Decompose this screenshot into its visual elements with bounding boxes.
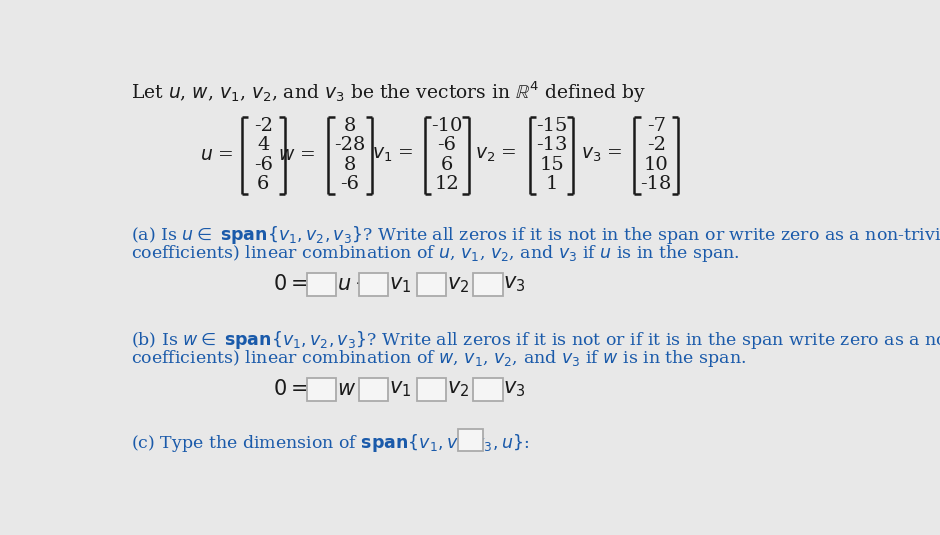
Text: $v_1$ =: $v_1$ = <box>372 146 414 164</box>
Text: 4: 4 <box>257 136 270 155</box>
FancyBboxPatch shape <box>458 429 482 451</box>
Text: $u$ =: $u$ = <box>200 146 234 164</box>
Text: 1: 1 <box>545 175 557 193</box>
Text: -10: -10 <box>431 117 462 135</box>
Text: -6: -6 <box>340 175 359 193</box>
FancyBboxPatch shape <box>306 378 337 401</box>
Text: $v_2+$: $v_2+$ <box>446 274 491 295</box>
Text: 8: 8 <box>344 117 356 135</box>
Text: 8: 8 <box>344 156 356 174</box>
FancyBboxPatch shape <box>416 273 446 296</box>
Text: (c) Type the dimension of $\mathbf{span}\{v_1, v_2, v_3, u\}$:: (c) Type the dimension of $\mathbf{span}… <box>132 432 529 454</box>
Text: -6: -6 <box>437 136 457 155</box>
Text: (a) Is $u \in$ $\mathbf{span}\{v_1, v_2, v_3\}$? Write all zeros if it is not in: (a) Is $u \in$ $\mathbf{span}\{v_1, v_2,… <box>132 224 940 246</box>
Text: 15: 15 <box>540 156 564 174</box>
Text: -2: -2 <box>647 136 666 155</box>
Text: 10: 10 <box>644 156 668 174</box>
Text: $v_3$: $v_3$ <box>504 379 525 399</box>
Text: -28: -28 <box>335 136 366 155</box>
FancyBboxPatch shape <box>416 378 446 401</box>
Text: (b) Is $w \in$ $\mathbf{span}\{v_1, v_2, v_3\}$? Write all zeros if it is not or: (b) Is $w \in$ $\mathbf{span}\{v_1, v_2,… <box>132 329 940 351</box>
Text: -15: -15 <box>536 117 567 135</box>
Text: $v_2+$: $v_2+$ <box>446 379 491 400</box>
Text: 12: 12 <box>434 175 460 193</box>
FancyBboxPatch shape <box>306 273 337 296</box>
Text: $v_2$ =: $v_2$ = <box>475 146 517 164</box>
Text: $v_3$: $v_3$ <box>504 274 525 294</box>
FancyBboxPatch shape <box>473 378 503 401</box>
Text: $v_1+$: $v_1+$ <box>389 379 432 400</box>
Text: coefficients) linear combination of $w$, $v_1$, $v_2$, and $v_3$ if $w$ is in th: coefficients) linear combination of $w$,… <box>132 348 746 369</box>
FancyBboxPatch shape <box>358 378 388 401</box>
Text: -6: -6 <box>254 156 273 174</box>
Text: -2: -2 <box>254 117 273 135</box>
Text: $0 =$: $0 =$ <box>274 274 308 294</box>
Text: 6: 6 <box>441 156 453 174</box>
Text: -7: -7 <box>647 117 666 135</box>
Text: $w$ =: $w$ = <box>278 146 315 164</box>
Text: -13: -13 <box>536 136 567 155</box>
Text: $0 =$: $0 =$ <box>274 379 308 399</box>
Text: $v_3$ =: $v_3$ = <box>581 146 623 164</box>
Text: $v_1+$: $v_1+$ <box>389 274 432 295</box>
FancyBboxPatch shape <box>358 273 388 296</box>
FancyBboxPatch shape <box>473 273 503 296</box>
Text: Let $u$, $w$, $v_1$, $v_2$, and $v_3$ be the vectors in $\mathbb{R}^4$ defined b: Let $u$, $w$, $v_1$, $v_2$, and $v_3$ be… <box>132 80 647 105</box>
Text: -18: -18 <box>640 175 672 193</box>
Text: $u+$: $u+$ <box>337 275 371 294</box>
Text: coefficients) linear combination of $u$, $v_1$, $v_2$, and $v_3$ if $u$ is in th: coefficients) linear combination of $u$,… <box>132 243 741 264</box>
Text: 6: 6 <box>257 175 270 193</box>
Text: $w+$: $w+$ <box>337 380 375 399</box>
